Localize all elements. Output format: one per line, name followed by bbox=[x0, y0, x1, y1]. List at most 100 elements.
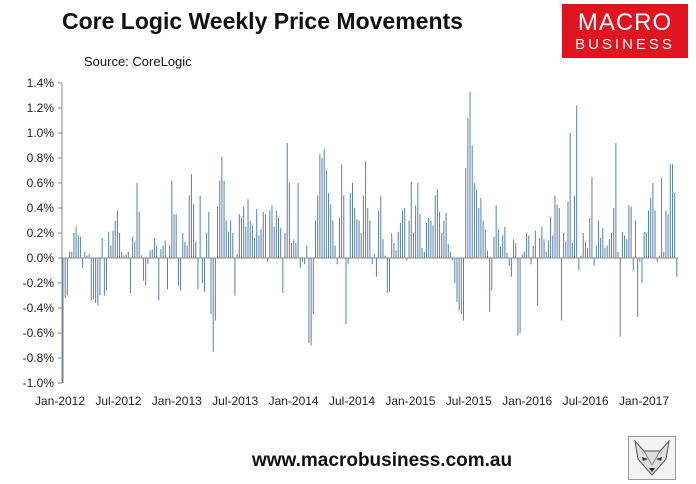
macro-business-logo[interactable]: MACRO BUSINESS bbox=[562, 4, 688, 58]
bar bbox=[123, 255, 125, 258]
bar bbox=[90, 258, 92, 301]
bar bbox=[243, 206, 245, 258]
bar bbox=[491, 258, 493, 291]
bar bbox=[410, 181, 412, 258]
bar bbox=[201, 258, 203, 283]
chart-source: Source: CoreLogic bbox=[84, 54, 192, 69]
bar bbox=[369, 220, 371, 258]
bar bbox=[334, 245, 336, 258]
bar bbox=[456, 258, 458, 302]
bar bbox=[404, 208, 406, 258]
bar bbox=[180, 258, 182, 291]
bar bbox=[64, 258, 66, 298]
bar bbox=[103, 258, 105, 296]
bar bbox=[430, 220, 432, 258]
bar bbox=[71, 251, 73, 258]
x-tick-label: Jan-2015 bbox=[385, 394, 435, 408]
x-axis: Jan-2012 Jul-2012 Jan-2013 Jul-2013 Jan-2014… bbox=[35, 257, 678, 408]
bar bbox=[258, 235, 260, 258]
bar bbox=[421, 248, 423, 258]
x-tick-label: Jan-2016 bbox=[502, 394, 552, 408]
bar bbox=[177, 258, 179, 286]
bar bbox=[576, 105, 578, 258]
bar bbox=[299, 258, 301, 268]
bar bbox=[230, 220, 232, 258]
bar bbox=[249, 220, 251, 258]
bar bbox=[654, 210, 656, 258]
bar bbox=[343, 195, 345, 258]
bar bbox=[630, 206, 632, 258]
y-tick-label: -0.6% bbox=[23, 326, 55, 340]
bar bbox=[175, 214, 177, 258]
bar bbox=[563, 233, 565, 258]
bar bbox=[97, 258, 99, 306]
bar bbox=[380, 195, 382, 258]
bar bbox=[134, 241, 136, 258]
bar bbox=[301, 258, 303, 262]
bar bbox=[375, 258, 377, 277]
bar bbox=[643, 231, 645, 258]
bar bbox=[539, 238, 541, 258]
bar bbox=[415, 205, 417, 258]
bar bbox=[513, 239, 515, 258]
bar bbox=[465, 168, 467, 258]
x-tick-label: Jul-2015 bbox=[446, 394, 492, 408]
bar bbox=[587, 248, 589, 258]
bar bbox=[149, 250, 151, 258]
bar bbox=[652, 183, 654, 258]
bar bbox=[62, 258, 64, 383]
bar bbox=[271, 205, 273, 258]
bar bbox=[197, 258, 199, 290]
bar bbox=[223, 180, 225, 258]
bar bbox=[160, 249, 162, 258]
bar bbox=[238, 214, 240, 258]
y-tick-label: -0.8% bbox=[23, 351, 55, 365]
bar bbox=[399, 223, 401, 258]
bar bbox=[203, 258, 205, 292]
bar bbox=[443, 220, 445, 258]
bar bbox=[543, 239, 545, 258]
bar bbox=[214, 258, 216, 321]
bar bbox=[441, 233, 443, 258]
bar bbox=[332, 220, 334, 258]
y-tick-label: 1.4% bbox=[27, 76, 55, 90]
y-tick-label: 1.2% bbox=[27, 101, 55, 115]
y-tick-label: 0.2% bbox=[27, 226, 55, 240]
bar bbox=[352, 183, 353, 258]
bar bbox=[199, 195, 201, 258]
y-tick-label: -0.2% bbox=[23, 276, 55, 290]
bar bbox=[156, 245, 158, 258]
bar bbox=[125, 254, 127, 258]
bar bbox=[338, 218, 340, 258]
x-tick-label: Jul-2016 bbox=[563, 394, 609, 408]
bar bbox=[471, 145, 473, 258]
bar bbox=[674, 193, 676, 258]
bar bbox=[602, 228, 604, 258]
bar bbox=[552, 235, 554, 258]
bar bbox=[147, 258, 149, 265]
bar bbox=[432, 225, 434, 258]
bar bbox=[127, 251, 129, 258]
bar bbox=[330, 204, 332, 258]
chart-title: Core Logic Weekly Price Movements bbox=[62, 8, 463, 34]
bar bbox=[119, 233, 121, 258]
bar bbox=[308, 258, 310, 343]
bar bbox=[458, 258, 460, 311]
bar bbox=[245, 226, 247, 258]
bar bbox=[615, 143, 617, 258]
logo-line-1: MACRO bbox=[577, 9, 673, 36]
bar bbox=[260, 229, 262, 258]
bar bbox=[114, 220, 116, 258]
bar bbox=[321, 158, 323, 258]
bar bbox=[240, 218, 242, 258]
bar bbox=[232, 233, 234, 258]
bar bbox=[476, 189, 478, 258]
y-tick-label: -0.4% bbox=[23, 301, 55, 315]
bar bbox=[86, 255, 88, 258]
bar bbox=[108, 231, 110, 258]
bar bbox=[547, 240, 549, 258]
footer-url[interactable]: www.macrobusiness.com.au bbox=[252, 450, 513, 471]
bar bbox=[613, 208, 615, 258]
bar bbox=[206, 233, 208, 258]
bar bbox=[665, 210, 667, 258]
